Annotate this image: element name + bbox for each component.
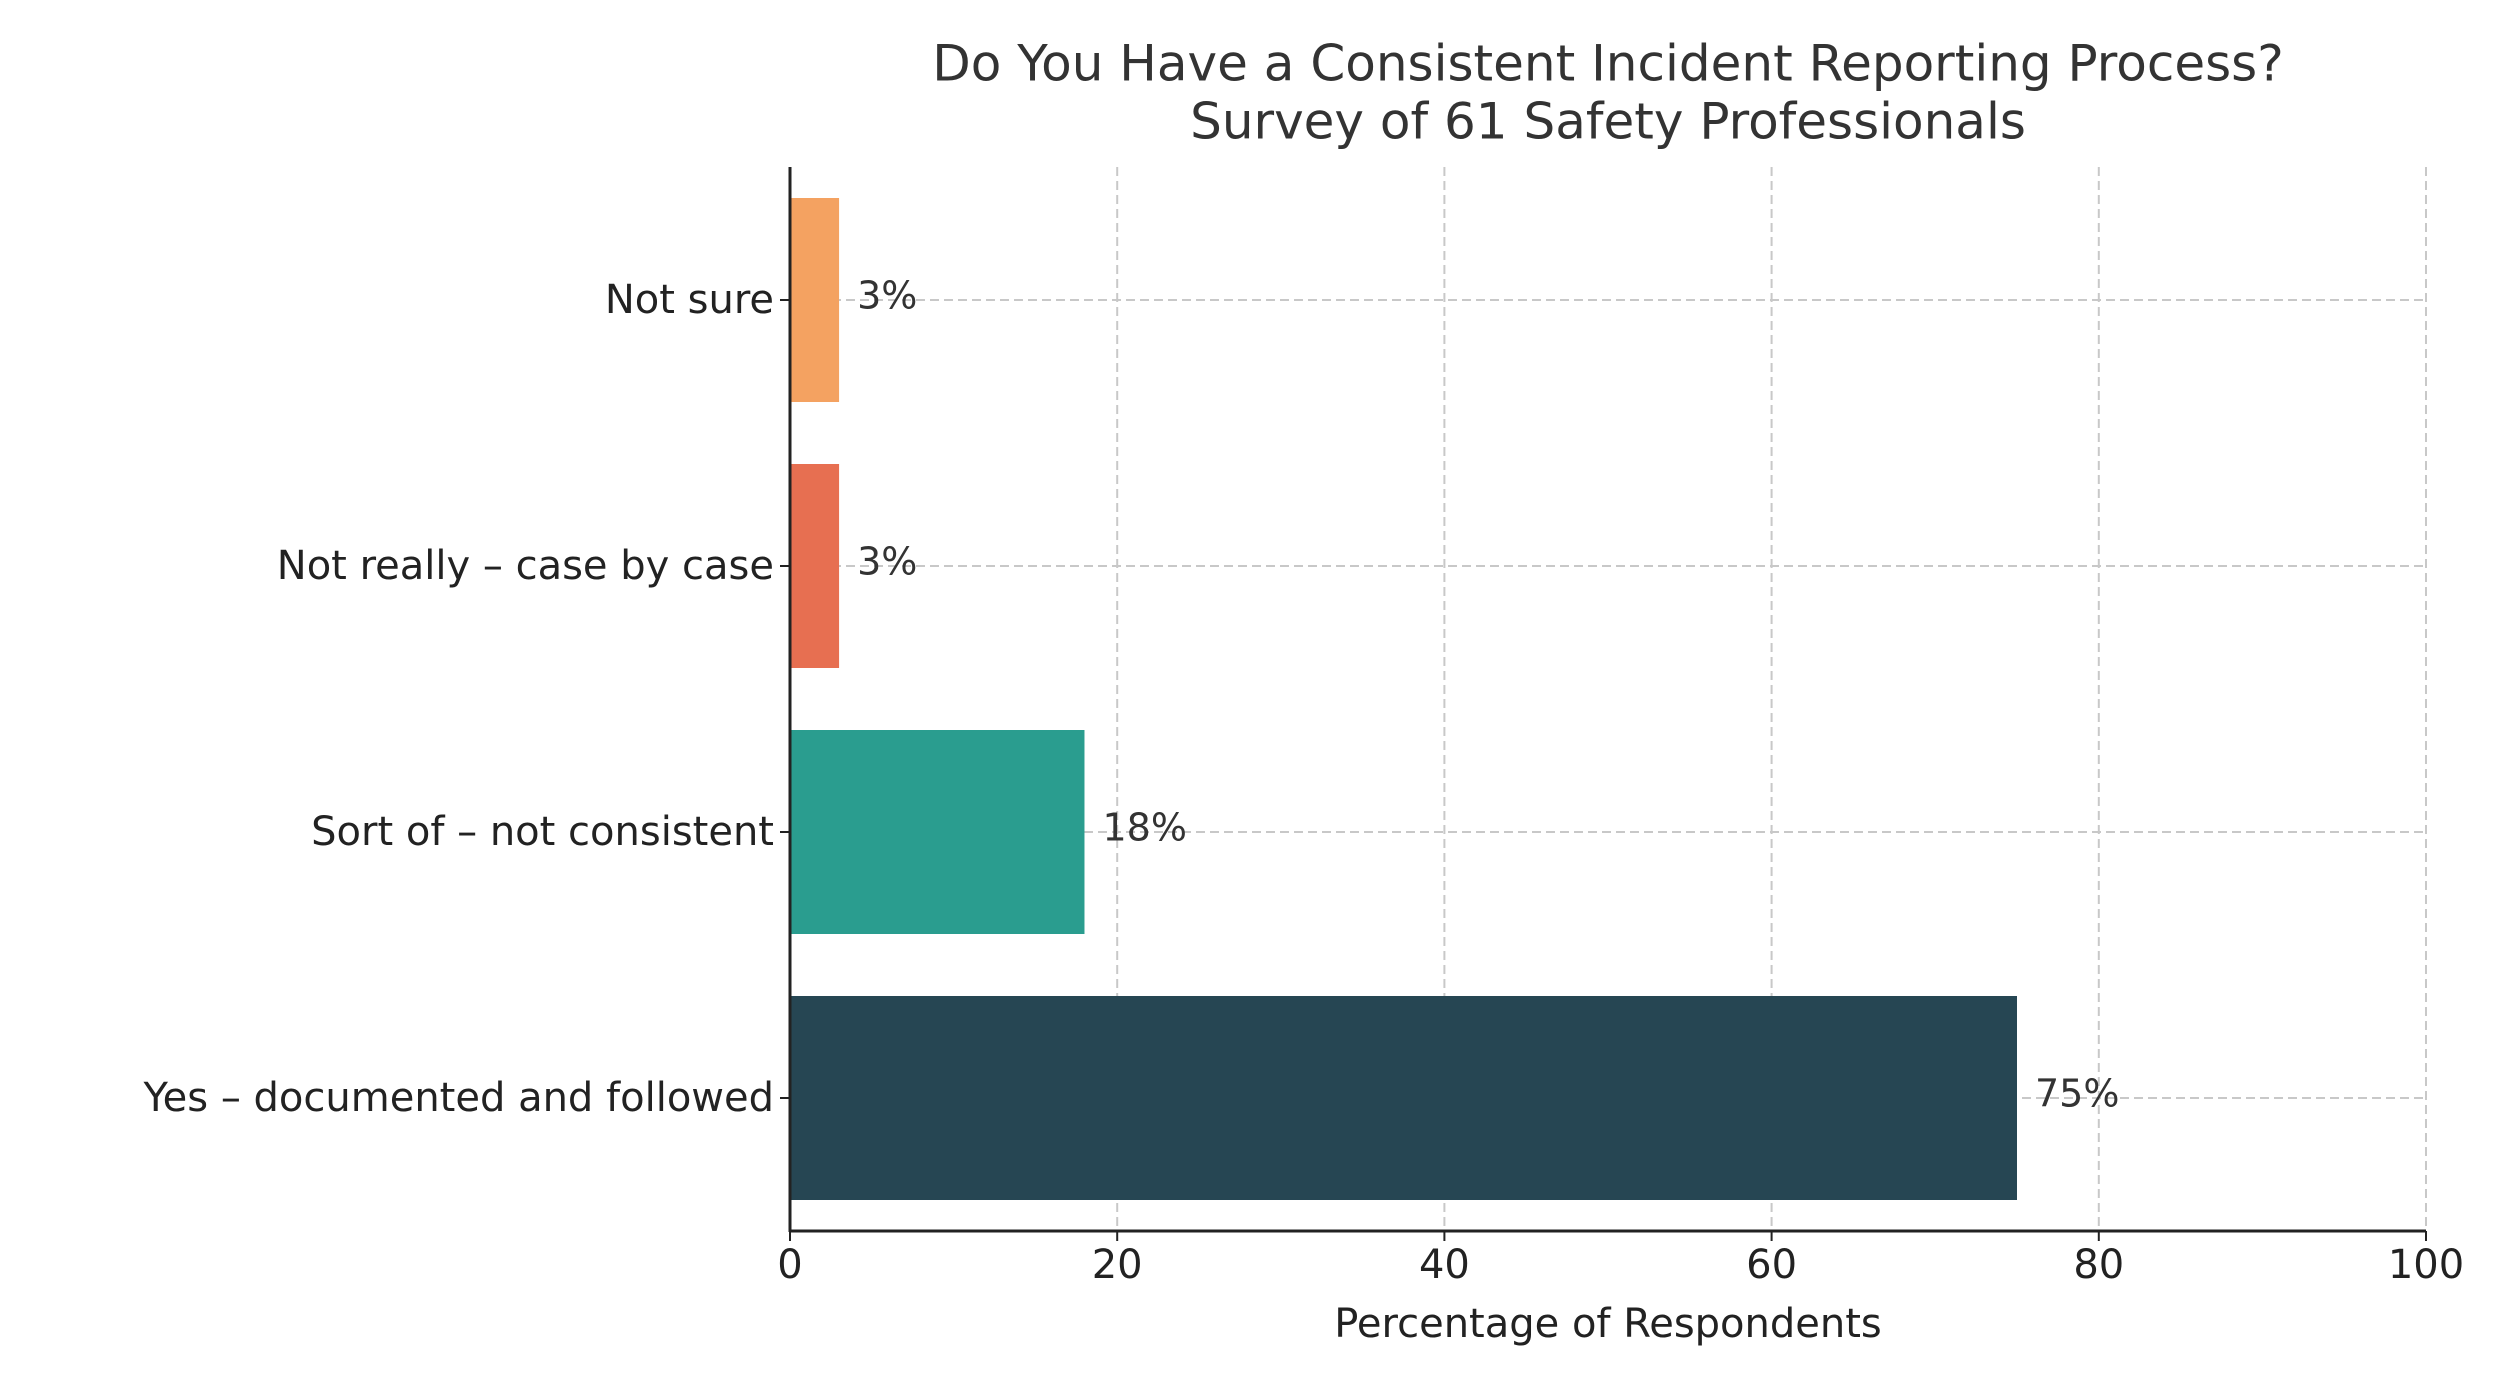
chart-title: Do You Have a Consistent Incident Report… <box>932 35 2284 93</box>
x-tick-label: 0 <box>777 1242 802 1288</box>
value-label: 3% <box>857 274 917 318</box>
x-tick-label: 80 <box>2073 1242 2124 1288</box>
x-tick-label: 100 <box>2388 1242 2464 1288</box>
y-tick-label: Yes – documented and followed <box>143 1075 774 1121</box>
bar <box>790 464 840 668</box>
x-tick-label: 40 <box>1419 1242 1470 1288</box>
y-tick-label: Not really – case by case <box>277 543 774 589</box>
value-label: 18% <box>1102 806 1186 850</box>
value-label: 3% <box>857 540 917 584</box>
x-tick-label: 20 <box>1092 1242 1143 1288</box>
bar <box>790 730 1085 934</box>
x-tick-label: 60 <box>1746 1242 1797 1288</box>
y-tick-label: Not sure <box>605 277 774 323</box>
bar <box>790 198 840 402</box>
chart-subtitle: Survey of 61 Safety Professionals <box>1190 93 2026 151</box>
value-label: 75% <box>2035 1072 2119 1116</box>
x-axis-label: Percentage of Respondents <box>1334 1301 1882 1347</box>
bar <box>790 996 2017 1200</box>
y-tick-label: Sort of – not consistent <box>311 809 774 855</box>
